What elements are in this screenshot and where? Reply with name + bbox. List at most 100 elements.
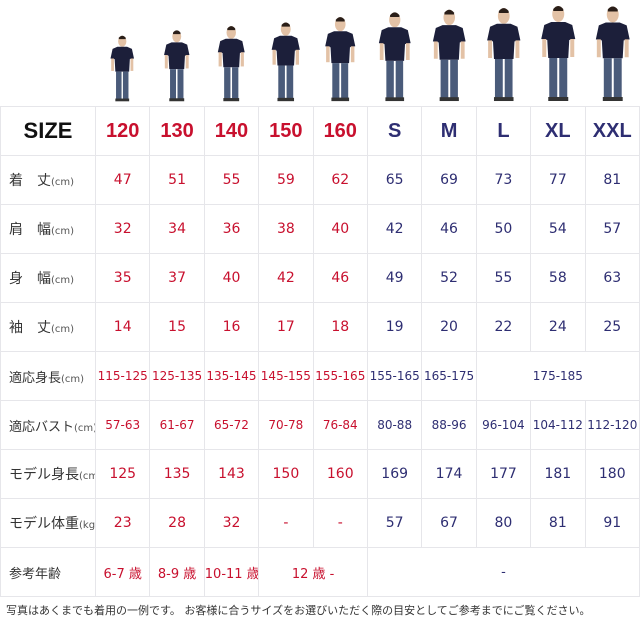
measurement-cell: 35 <box>94 253 151 303</box>
bust-fit-cell: 70-78 <box>258 400 314 450</box>
row-label: 適応身長(cm) <box>0 351 96 401</box>
model-height-cell: 125 <box>94 449 151 499</box>
measurement-cell: 37 <box>149 253 205 303</box>
row-label: 身 幅(cm) <box>0 253 96 303</box>
measurement-cell: 34 <box>149 204 205 254</box>
age-cell: 12 歳 - <box>258 547 368 597</box>
measurement-cell: 22 <box>475 302 532 352</box>
measurement-cell: 36 <box>203 204 260 254</box>
measurement-cell: 55 <box>475 253 532 303</box>
measurement-cell: 58 <box>530 253 586 303</box>
bust-fit-cell: 104-112 <box>530 400 586 450</box>
model-weight-cell: 57 <box>366 498 423 548</box>
size-column-header: XL <box>530 106 586 156</box>
model-weight-cell: 81 <box>530 498 586 548</box>
row-label: モデル身長(cm) <box>0 449 96 499</box>
model-figure <box>217 26 245 102</box>
measurement-cell: 73 <box>475 155 532 205</box>
height-fit-cell: 125-135 <box>149 351 205 401</box>
size-column-header: 160 <box>312 106 368 156</box>
measurement-cell: 63 <box>584 253 640 303</box>
model-weight-cell: - <box>312 498 368 548</box>
age-cell: 6-7 歳 <box>94 547 151 597</box>
model-weight-cell: 91 <box>584 498 640 548</box>
model-weight-cell: 23 <box>94 498 151 548</box>
measurement-cell: 32 <box>94 204 151 254</box>
model-weight-cell: - <box>258 498 314 548</box>
measurement-cell: 40 <box>312 204 368 254</box>
height-fit-cell: 175-185 <box>475 351 640 401</box>
measurement-cell: 16 <box>203 302 260 352</box>
model-figure <box>378 12 411 102</box>
model-weight-cell: 67 <box>421 498 477 548</box>
measurement-cell: 17 <box>258 302 314 352</box>
size-column-header: S <box>366 106 423 156</box>
model-height-cell: 160 <box>312 449 368 499</box>
measurement-cell: 18 <box>312 302 368 352</box>
model-figure <box>164 30 190 102</box>
row-label: 着 丈(cm) <box>0 155 96 205</box>
height-fit-cell: 115-125 <box>94 351 151 401</box>
height-fit-cell: 155-165 <box>366 351 423 401</box>
size-column-header: L <box>475 106 532 156</box>
model-figure <box>271 22 300 102</box>
height-fit-cell: 165-175 <box>421 351 477 401</box>
model-height-cell: 177 <box>475 449 532 499</box>
age-cell: - <box>366 547 640 597</box>
model-height-cell: 181 <box>530 449 586 499</box>
measurement-cell: 25 <box>584 302 640 352</box>
measurement-cell: 42 <box>258 253 314 303</box>
bust-fit-cell: 96-104 <box>475 400 532 450</box>
bust-fit-cell: 76-84 <box>312 400 368 450</box>
measurement-cell: 49 <box>366 253 423 303</box>
height-fit-cell: 155-165 <box>312 351 368 401</box>
footnote: 写真はあくまでも着用の一例です。 お客様に合うサイズをお選びいただく際の目安とし… <box>6 604 591 617</box>
measurement-cell: 19 <box>366 302 423 352</box>
size-column-header: 130 <box>149 106 205 156</box>
model-height-cell: 169 <box>366 449 423 499</box>
measurement-cell: 40 <box>203 253 260 303</box>
measurement-cell: 50 <box>475 204 532 254</box>
model-weight-cell: 28 <box>149 498 205 548</box>
bust-fit-cell: 80-88 <box>366 400 423 450</box>
measurement-cell: 81 <box>584 155 640 205</box>
measurement-cell: 15 <box>149 302 205 352</box>
bust-fit-cell: 61-67 <box>149 400 205 450</box>
measurement-cell: 46 <box>312 253 368 303</box>
measurement-cell: 69 <box>421 155 477 205</box>
size-header: SIZE <box>0 106 96 156</box>
size-column-header: XXL <box>584 106 640 156</box>
age-cell: 8-9 歳 <box>149 547 205 597</box>
size-chart-table: SIZE 120 130 140 150 160 S M L XL XXL 着 丈(cm) 47 51 55… <box>0 106 640 597</box>
measurement-cell: 51 <box>149 155 205 205</box>
model-figure <box>487 8 521 102</box>
model-figure <box>541 6 576 101</box>
model-weight-cell: 80 <box>475 498 532 548</box>
measurement-cell: 59 <box>258 155 314 205</box>
row-label: 参考年齢 <box>0 547 96 597</box>
model-height-cell: 150 <box>258 449 314 499</box>
height-fit-cell: 145-155 <box>258 351 314 401</box>
model-height-cell: 143 <box>203 449 260 499</box>
size-column-header: 150 <box>258 106 314 156</box>
size-column-header: M <box>421 106 477 156</box>
bust-fit-cell: 112-120 <box>584 400 640 450</box>
row-label: 袖 丈(cm) <box>0 302 96 352</box>
model-figure <box>325 17 356 102</box>
model-figure <box>432 9 466 102</box>
measurement-cell: 46 <box>421 204 477 254</box>
measurement-cell: 65 <box>366 155 423 205</box>
model-height-cell: 180 <box>584 449 640 499</box>
measurement-cell: 38 <box>258 204 314 254</box>
bust-fit-cell: 88-96 <box>421 400 477 450</box>
model-photos <box>110 6 630 102</box>
row-label: モデル体重(kg) <box>0 498 96 548</box>
row-label: 適応バスト(cm) <box>0 400 96 450</box>
measurement-cell: 47 <box>94 155 151 205</box>
age-cell: 10-11 歳 <box>203 547 260 597</box>
size-column-header: 120 <box>94 106 151 156</box>
model-weight-cell: 32 <box>203 498 260 548</box>
model-height-cell: 174 <box>421 449 477 499</box>
measurement-cell: 54 <box>530 204 586 254</box>
measurement-cell: 62 <box>312 155 368 205</box>
